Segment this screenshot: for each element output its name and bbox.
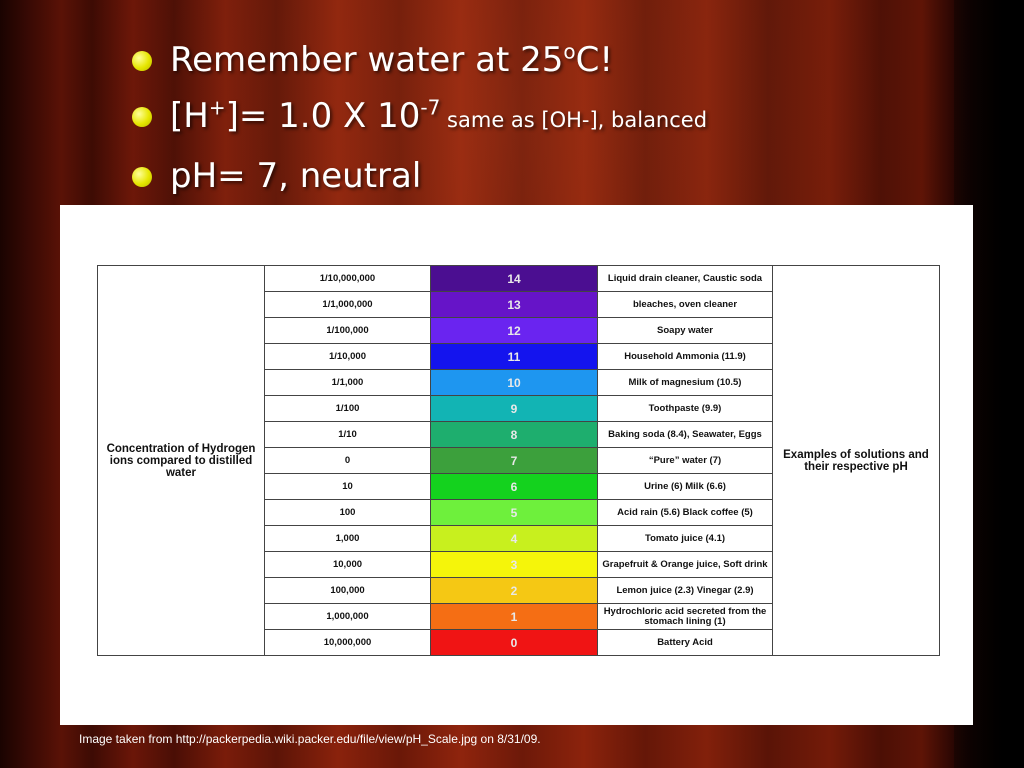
bullet-3-text: pH= 7, neutral bbox=[170, 156, 422, 196]
concentration-cell: 10,000,000 bbox=[264, 629, 431, 656]
table-row: 1/100 9 Toothpaste (9.9) bbox=[98, 395, 940, 422]
bullet-dot-icon bbox=[132, 107, 152, 127]
concentration-cell: 1/100 bbox=[264, 395, 431, 422]
example-cell: bleaches, oven cleaner bbox=[597, 291, 773, 318]
table-row: 1/1,000 10 Milk of magnesium (10.5) bbox=[98, 369, 940, 396]
example-cell: Urine (6) Milk (6.6) bbox=[597, 473, 773, 500]
example-cell: Acid rain (5.6) Black coffee (5) bbox=[597, 499, 773, 526]
bullet-1: Remember water at 25oC! bbox=[132, 32, 707, 88]
concentration-cell: 1/1,000,000 bbox=[264, 291, 431, 318]
table-row: 10,000,000 0 Battery Acid bbox=[98, 629, 940, 656]
examples-header: Examples of solutions and their respecti… bbox=[772, 265, 940, 656]
table-row: 1/1,000,000 13 bleaches, oven cleaner bbox=[98, 291, 940, 318]
bullet-list: Remember water at 25oC! [H+]= 1.0 X 10-7… bbox=[132, 32, 707, 204]
concentration-cell: 1,000 bbox=[264, 525, 431, 552]
example-cell: Liquid drain cleaner, Caustic soda bbox=[597, 265, 773, 292]
concentration-cell: 0 bbox=[264, 447, 431, 474]
example-cell: Battery Acid bbox=[597, 629, 773, 656]
example-cell: Household Ammonia (11.9) bbox=[597, 343, 773, 370]
concentration-cell: 10,000 bbox=[264, 551, 431, 578]
concentration-cell: 1/10,000 bbox=[264, 343, 431, 370]
ph-scale-image: Concentration of Hydrogen ions compared … bbox=[60, 205, 973, 725]
bullet-2-mid: ]= 1.0 X 10 bbox=[225, 96, 421, 136]
concentration-header: Concentration of Hydrogen ions compared … bbox=[97, 265, 265, 656]
bullet-1-tail: C! bbox=[575, 40, 613, 80]
example-cell: Hydrochloric acid secreted from the stom… bbox=[597, 603, 773, 630]
bullet-1-sup: o bbox=[563, 39, 576, 64]
ph-value-cell: 13 bbox=[430, 291, 598, 318]
ph-value-cell: 10 bbox=[430, 369, 598, 396]
table-row: 1/10 8 Baking soda (8.4), Seawater, Eggs bbox=[98, 421, 940, 448]
bullet-2: [H+]= 1.0 X 10-7 same as [OH-], balanced bbox=[132, 88, 707, 148]
example-cell: Milk of magnesium (10.5) bbox=[597, 369, 773, 396]
ph-value-cell: 7 bbox=[430, 447, 598, 474]
ph-value-cell: 14 bbox=[430, 265, 598, 292]
ph-value-cell: 6 bbox=[430, 473, 598, 500]
table-row: 100,000 2 Lemon juice (2.3) Vinegar (2.9) bbox=[98, 577, 940, 604]
table-row: 1,000,000 1 Hydrochloric acid secreted fro… bbox=[98, 603, 940, 630]
bullet-dot-icon bbox=[132, 167, 152, 187]
table-row: 100 5 Acid rain (5.6) Black coffee (5) bbox=[98, 499, 940, 526]
concentration-cell: 1,000,000 bbox=[264, 603, 431, 630]
ph-value-cell: 3 bbox=[430, 551, 598, 578]
bullet-1-text: Remember water at 25 bbox=[170, 40, 564, 80]
bullet-dot-icon bbox=[132, 51, 152, 71]
image-caption: Image taken from http://packerpedia.wiki… bbox=[79, 732, 541, 746]
concentration-cell: 10 bbox=[264, 473, 431, 500]
table-row: 10,000 3 Grapefruit & Orange juice, Soft d… bbox=[98, 551, 940, 578]
ph-value-cell: 5 bbox=[430, 499, 598, 526]
ph-value-cell: 11 bbox=[430, 343, 598, 370]
example-cell: Toothpaste (9.9) bbox=[597, 395, 773, 422]
bullet-3: pH= 7, neutral bbox=[132, 148, 707, 204]
concentration-cell: 1/10 bbox=[264, 421, 431, 448]
ph-scale-table: Concentration of Hydrogen ions compared … bbox=[97, 265, 940, 656]
example-cell: Tomato juice (4.1) bbox=[597, 525, 773, 552]
ph-value-cell: 8 bbox=[430, 421, 598, 448]
bullet-2-text: [H bbox=[170, 96, 209, 136]
ph-value-cell: 2 bbox=[430, 577, 598, 604]
concentration-cell: 100,000 bbox=[264, 577, 431, 604]
table-row: 0 7 “Pure” water (7) bbox=[98, 447, 940, 474]
example-cell: Soapy water bbox=[597, 317, 773, 344]
table-row: 1/10,000 11 Household Ammonia (11.9) bbox=[98, 343, 940, 370]
ph-value-cell: 12 bbox=[430, 317, 598, 344]
example-cell: “Pure” water (7) bbox=[597, 447, 773, 474]
ph-value-cell: 1 bbox=[430, 603, 598, 630]
table-row: Concentration of Hydrogen ions compared … bbox=[97, 265, 940, 656]
example-cell: Lemon juice (2.3) Vinegar (2.9) bbox=[597, 577, 773, 604]
concentration-cell: 1/10,000,000 bbox=[264, 265, 431, 292]
bullet-2-sup: + bbox=[208, 95, 226, 120]
ph-value-cell: 4 bbox=[430, 525, 598, 552]
bullet-2-exponent: -7 bbox=[420, 95, 441, 120]
example-cell: Baking soda (8.4), Seawater, Eggs bbox=[597, 421, 773, 448]
concentration-cell: 1/100,000 bbox=[264, 317, 431, 344]
ph-value-cell: 9 bbox=[430, 395, 598, 422]
bullet-2-note: same as [OH-], balanced bbox=[440, 108, 708, 132]
example-cell: Grapefruit & Orange juice, Soft drink bbox=[597, 551, 773, 578]
concentration-cell: 100 bbox=[264, 499, 431, 526]
concentration-cell: 1/1,000 bbox=[264, 369, 431, 396]
ph-value-cell: 0 bbox=[430, 629, 598, 656]
